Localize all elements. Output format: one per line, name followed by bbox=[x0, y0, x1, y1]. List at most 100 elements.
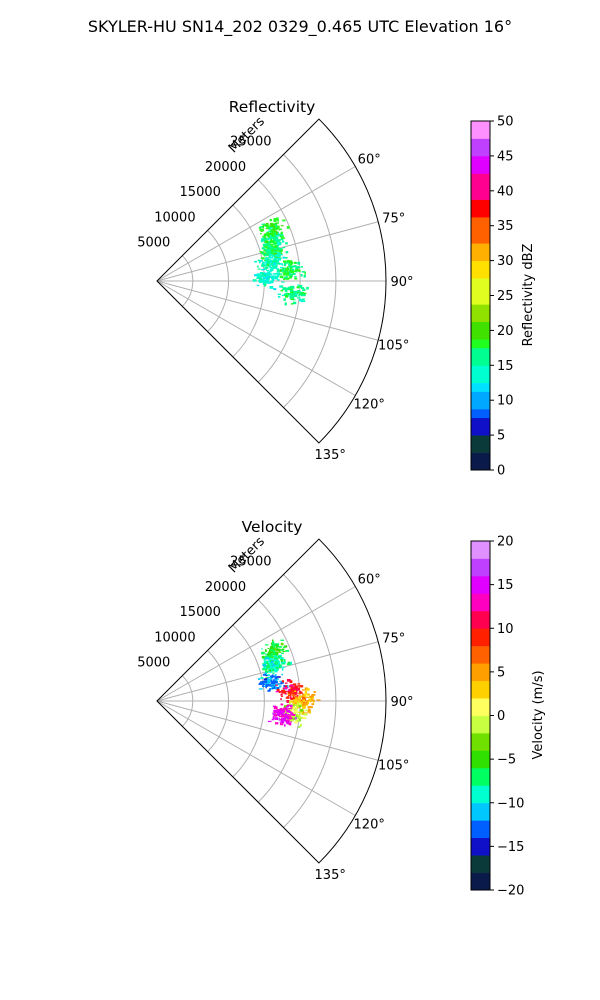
echo-gate bbox=[276, 647, 278, 649]
echo-gate bbox=[280, 225, 284, 227]
echo-gate bbox=[262, 684, 264, 688]
echo-gate bbox=[269, 646, 273, 650]
echo-gate bbox=[289, 295, 292, 299]
echo-gate bbox=[298, 700, 301, 702]
echo-gate bbox=[273, 257, 277, 261]
echo-gate bbox=[278, 665, 281, 667]
echo-gate bbox=[269, 677, 273, 680]
echo-gate bbox=[286, 711, 289, 714]
echo-gate bbox=[269, 273, 273, 275]
echo-gate bbox=[268, 670, 270, 673]
echo-gate bbox=[277, 219, 279, 222]
echo-gate bbox=[272, 655, 275, 658]
echo-gate bbox=[294, 275, 297, 278]
echo-gate bbox=[263, 678, 267, 681]
echo-gate bbox=[286, 708, 288, 712]
echo-gate bbox=[258, 279, 262, 282]
reflectivity-panel: Reflectivity 60° 75° 90° 105° 120° 135° 5000 10… bbox=[137, 98, 536, 479]
echo-gate bbox=[307, 708, 311, 712]
echo-gate bbox=[284, 261, 288, 264]
echo-gate bbox=[270, 665, 274, 669]
angular-gridline bbox=[156, 700, 379, 761]
echo-gate bbox=[270, 276, 274, 280]
echo-gate bbox=[276, 676, 281, 678]
theta-tick-label: 90° bbox=[390, 275, 413, 290]
echo-gate bbox=[274, 674, 277, 677]
echo-gate bbox=[266, 263, 269, 266]
echo-gate bbox=[305, 701, 308, 704]
echo-gate bbox=[260, 233, 262, 235]
echo-gate bbox=[265, 278, 269, 282]
echo-gate bbox=[270, 238, 273, 241]
echo-gate bbox=[261, 247, 265, 250]
echo-gate bbox=[280, 228, 282, 230]
echo-gate bbox=[303, 288, 306, 291]
echo-gate bbox=[278, 664, 282, 666]
velocity-polar-plot: 60° 75° 90° 105° 120° 135° 5000 10000 15000 20000… bbox=[137, 534, 413, 883]
echo-gate bbox=[274, 653, 277, 657]
echo-gate bbox=[293, 265, 297, 267]
echo-gate bbox=[259, 681, 263, 684]
echo-gate bbox=[280, 266, 284, 269]
echo-gate bbox=[252, 279, 256, 282]
echo-gate bbox=[277, 296, 281, 298]
colorbar-segment bbox=[471, 628, 490, 638]
echo-gate bbox=[281, 667, 284, 671]
echo-gate bbox=[274, 706, 277, 709]
echo-gate bbox=[286, 696, 290, 699]
echo-gate bbox=[259, 260, 261, 264]
echo-gate bbox=[277, 257, 282, 261]
echo-gate bbox=[298, 690, 301, 693]
echo-gate bbox=[290, 688, 295, 691]
theta-tick-label: 135° bbox=[315, 448, 346, 463]
echo-gate bbox=[286, 679, 291, 682]
echo-gate bbox=[291, 287, 293, 291]
echo-gate bbox=[283, 276, 288, 279]
echo-gate bbox=[268, 669, 271, 671]
colorbar-segment bbox=[471, 776, 490, 786]
echo-gate bbox=[265, 675, 268, 677]
echo-gate bbox=[267, 258, 270, 261]
echo-gate bbox=[264, 672, 268, 674]
echo-gate bbox=[282, 650, 286, 652]
echo-gate bbox=[294, 704, 298, 706]
echo-gate bbox=[280, 642, 284, 646]
echo-gate bbox=[273, 667, 277, 671]
colorbar-segment bbox=[471, 584, 490, 594]
echo-gate bbox=[267, 720, 272, 723]
echo-gate bbox=[298, 704, 302, 706]
echo-gate bbox=[276, 681, 278, 684]
colorbar-segment bbox=[471, 828, 490, 839]
echo-gate bbox=[263, 233, 266, 237]
echo-gate bbox=[279, 275, 284, 279]
echo-gate bbox=[262, 224, 266, 226]
theta-tick-label: 105° bbox=[378, 338, 409, 353]
echo-gate bbox=[271, 639, 274, 642]
echo-gate bbox=[295, 268, 297, 270]
echo-gate bbox=[305, 709, 309, 712]
colorbar-segment bbox=[471, 208, 490, 218]
echo-gate bbox=[302, 699, 305, 702]
colorbar-segment bbox=[471, 164, 490, 174]
echo-gate bbox=[298, 702, 302, 705]
colorbar-segment bbox=[471, 304, 490, 314]
echo-gate bbox=[284, 714, 286, 717]
echo-gate bbox=[284, 707, 288, 710]
echo-gate bbox=[267, 656, 270, 658]
reflectivity-title: Reflectivity bbox=[229, 98, 316, 116]
echo-gate bbox=[264, 644, 269, 646]
echo-gate bbox=[274, 670, 278, 673]
colorbar-segment bbox=[471, 619, 490, 629]
echo-gate bbox=[276, 258, 279, 260]
echo-gate bbox=[283, 720, 286, 722]
echo-gate bbox=[291, 271, 295, 274]
echo-gate bbox=[264, 661, 269, 665]
echo-gate bbox=[264, 272, 267, 275]
echo-gate bbox=[269, 247, 273, 250]
echo-gate bbox=[281, 281, 285, 283]
echo-gate bbox=[298, 726, 301, 728]
echo-gate bbox=[270, 247, 273, 251]
colorbar-segment bbox=[471, 802, 490, 812]
colorbar-tick-label: 35 bbox=[497, 219, 514, 234]
echo-gate bbox=[270, 679, 273, 683]
